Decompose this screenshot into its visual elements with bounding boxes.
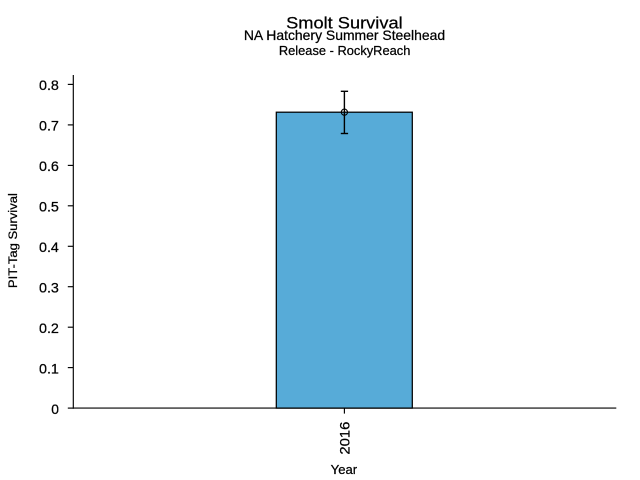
svg-text:PIT-Tag Survival: PIT-Tag Survival bbox=[6, 193, 20, 288]
svg-text:0: 0 bbox=[51, 402, 59, 417]
svg-text:0.5: 0.5 bbox=[39, 200, 59, 215]
svg-text:2016: 2016 bbox=[338, 421, 353, 454]
svg-text:Smolt Survival: Smolt Survival bbox=[286, 13, 403, 32]
svg-text:0.7: 0.7 bbox=[39, 119, 59, 134]
svg-text:NA Hatchery Summer Steelhead: NA Hatchery Summer Steelhead bbox=[244, 28, 445, 43]
svg-text:0.4: 0.4 bbox=[39, 240, 59, 255]
svg-text:0.2: 0.2 bbox=[39, 321, 59, 336]
svg-text:0.3: 0.3 bbox=[39, 280, 59, 295]
svg-text:0.6: 0.6 bbox=[39, 159, 59, 174]
svg-text:0.1: 0.1 bbox=[39, 361, 59, 376]
svg-text:0.8: 0.8 bbox=[39, 78, 59, 93]
svg-text:Release - RockyReach: Release - RockyReach bbox=[279, 43, 411, 58]
svg-text:Year: Year bbox=[331, 463, 357, 477]
